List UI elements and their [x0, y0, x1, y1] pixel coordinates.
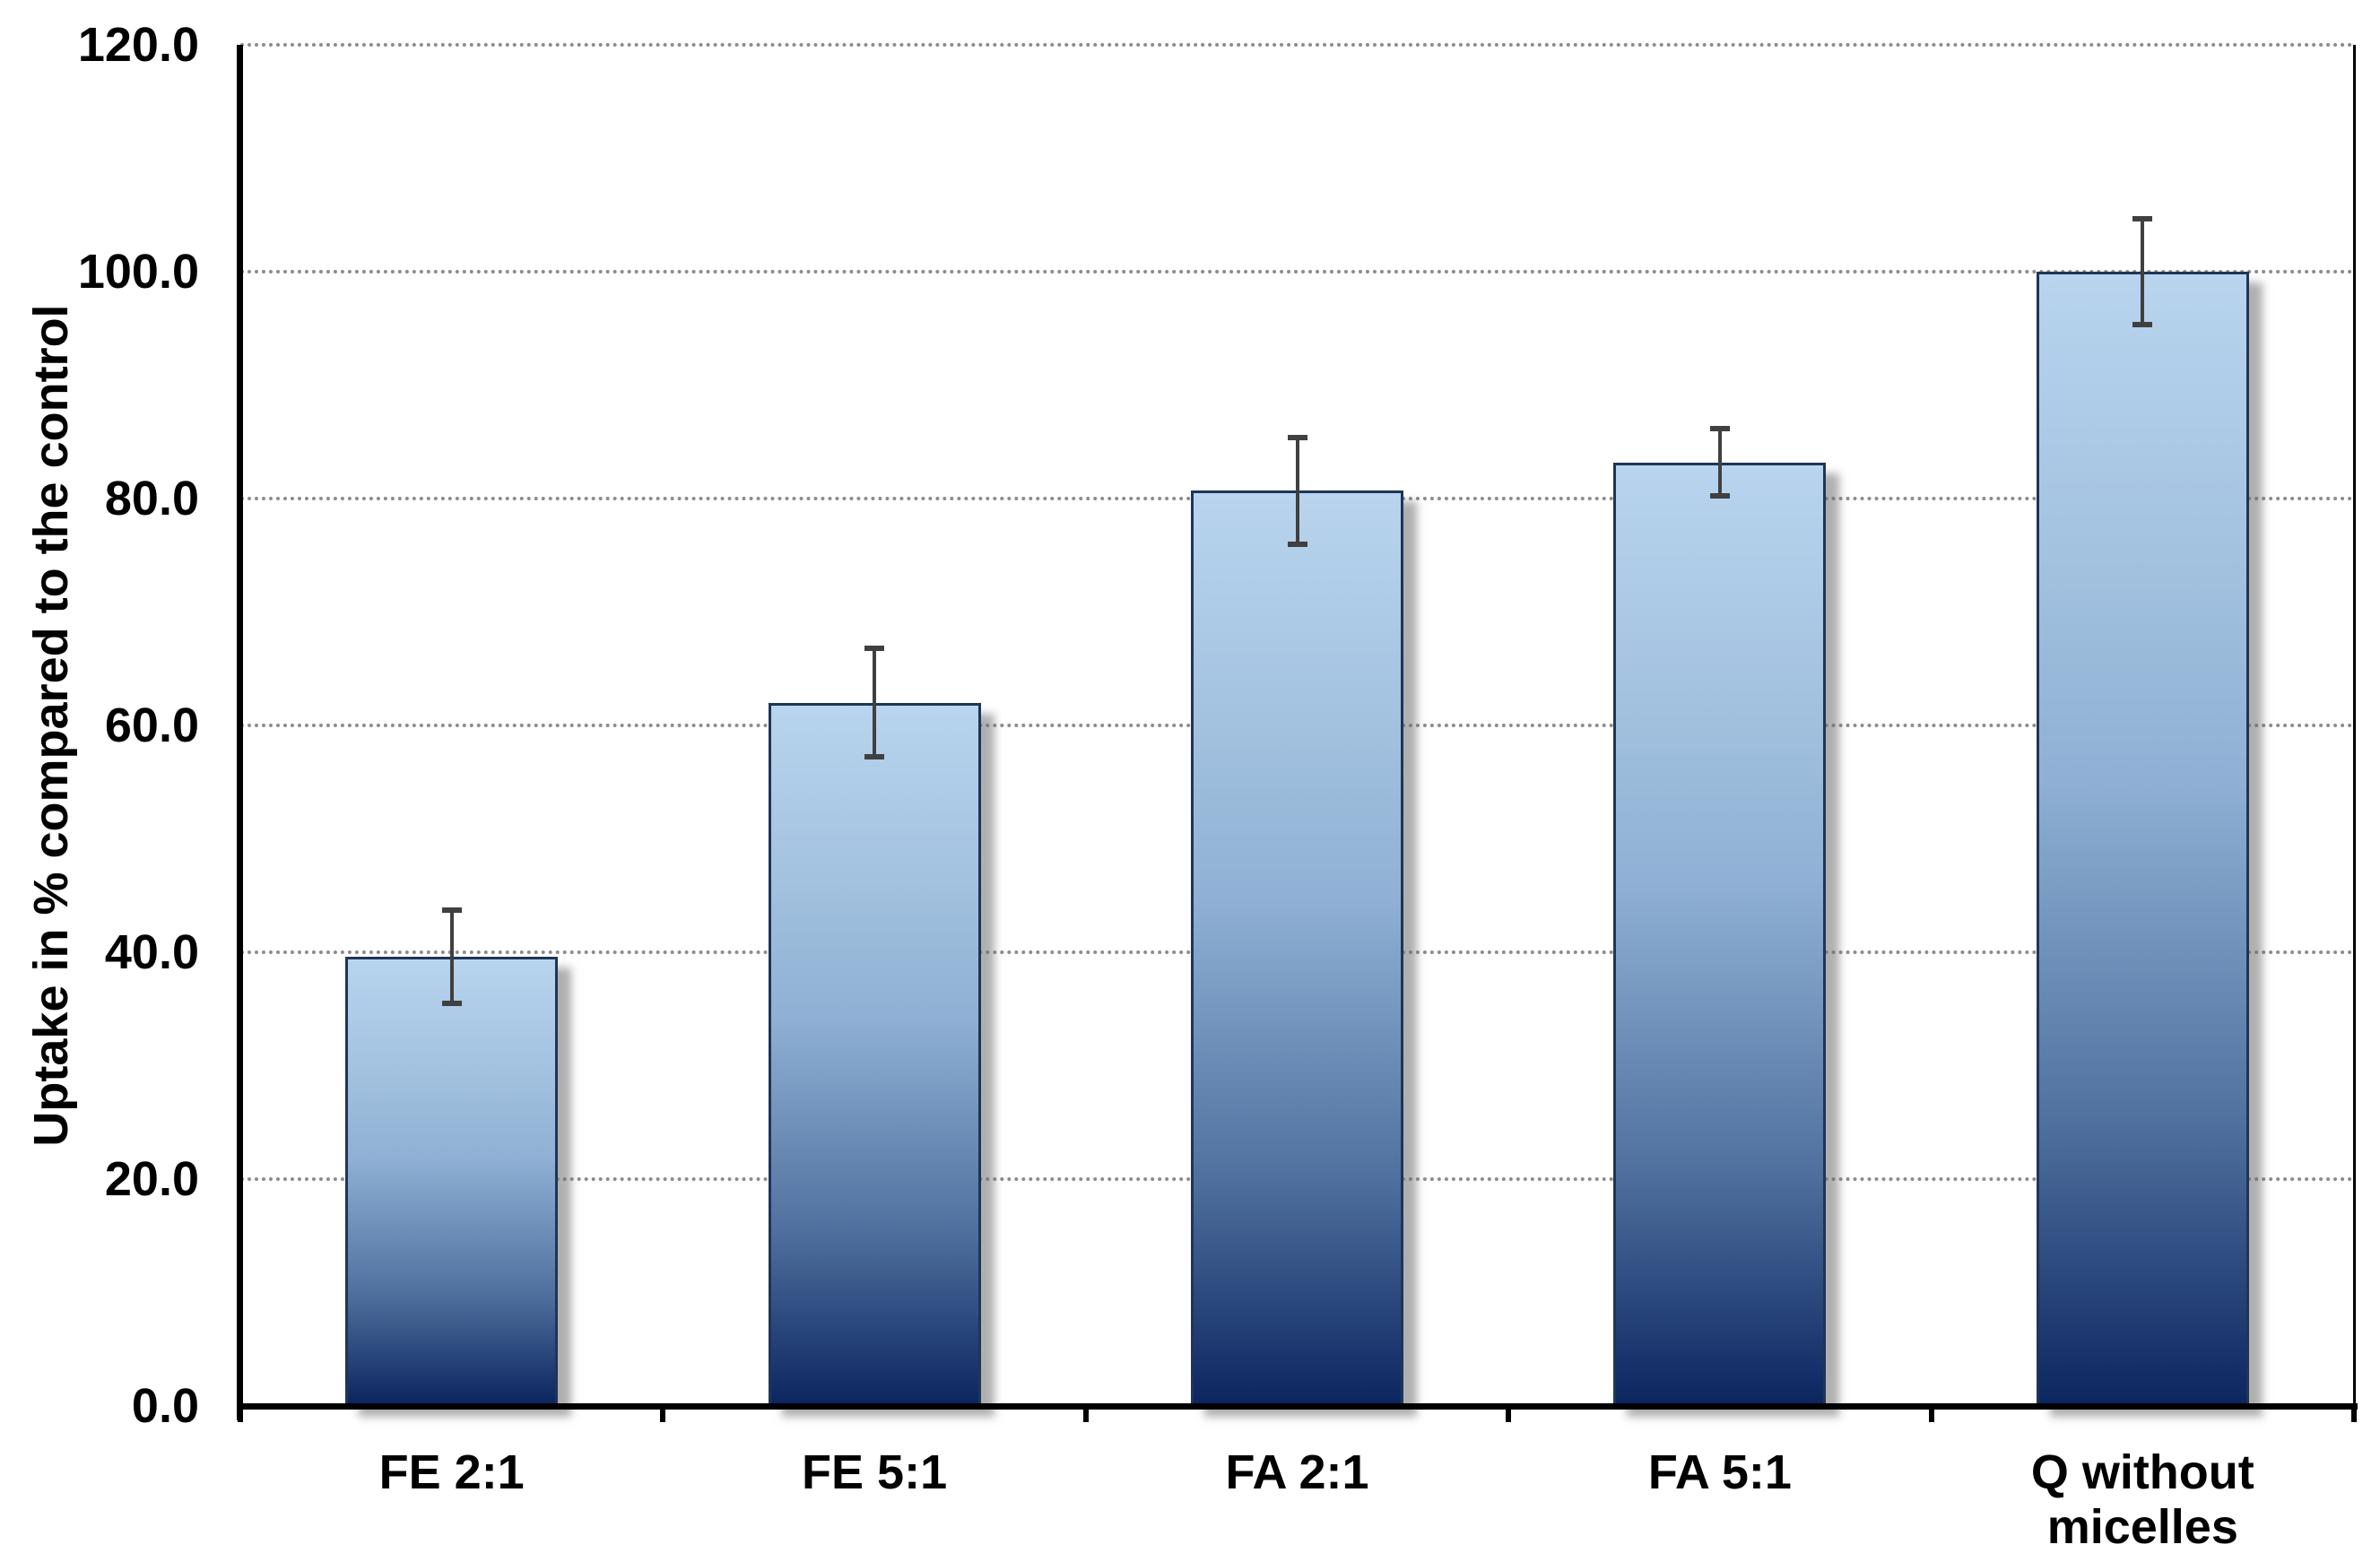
- error-bar-cap-top: [441, 907, 462, 914]
- x-category-label: FA 5:1: [1647, 1445, 1792, 1499]
- x-axis-tick: [2351, 1408, 2357, 1422]
- error-bar-cap-top: [1287, 434, 1307, 440]
- x-category-label: FE 5:1: [802, 1445, 948, 1499]
- bar: [1613, 462, 1827, 1406]
- y-tick-label: 80.0: [104, 472, 199, 525]
- error-bar-cap-top: [2132, 215, 2153, 221]
- bar: [1191, 490, 1403, 1406]
- y-tick-label: 20.0: [104, 1152, 199, 1206]
- error-bar-cap-bottom: [864, 754, 885, 760]
- error-bar-line: [873, 647, 877, 758]
- bar: [345, 957, 559, 1406]
- x-category-label: FE 2:1: [378, 1445, 525, 1499]
- y-tick-label: 0.0: [131, 1379, 199, 1433]
- y-gridline: [240, 43, 2354, 47]
- x-axis-tick: [1506, 1408, 1512, 1422]
- x-axis-tick: [660, 1408, 666, 1422]
- error-bar-line: [2141, 218, 2145, 325]
- error-bar-cap-bottom: [441, 1000, 462, 1006]
- x-axis-line: [237, 1403, 2358, 1410]
- plot-right-border: [2353, 45, 2356, 1406]
- y-axis-line: [237, 45, 243, 1420]
- error-bar-cap-bottom: [1709, 493, 1730, 499]
- x-category-label: Q without micelles: [2030, 1445, 2254, 1554]
- y-gridline: [240, 270, 2354, 273]
- error-bar-cap-bottom: [2132, 322, 2153, 328]
- y-tick-label: 120.0: [77, 18, 199, 72]
- y-tick-label: 100.0: [77, 245, 199, 299]
- x-axis-tick: [238, 1408, 243, 1422]
- error-bar-cap-top: [864, 645, 885, 651]
- x-axis-tick: [1082, 1408, 1089, 1422]
- y-tick-label: 40.0: [104, 925, 199, 979]
- y-tick-label: 60.0: [104, 699, 199, 752]
- x-axis-tick: [1928, 1408, 1934, 1422]
- error-bar-line: [1295, 437, 1299, 544]
- error-bar-cap-bottom: [1287, 541, 1307, 547]
- x-category-label: FA 2:1: [1225, 1445, 1369, 1499]
- bar: [2036, 272, 2249, 1406]
- error-bar-cap-top: [1709, 425, 1730, 431]
- error-bar-line: [1717, 428, 1722, 497]
- bar: [768, 702, 981, 1406]
- error-bar-line: [449, 910, 454, 1003]
